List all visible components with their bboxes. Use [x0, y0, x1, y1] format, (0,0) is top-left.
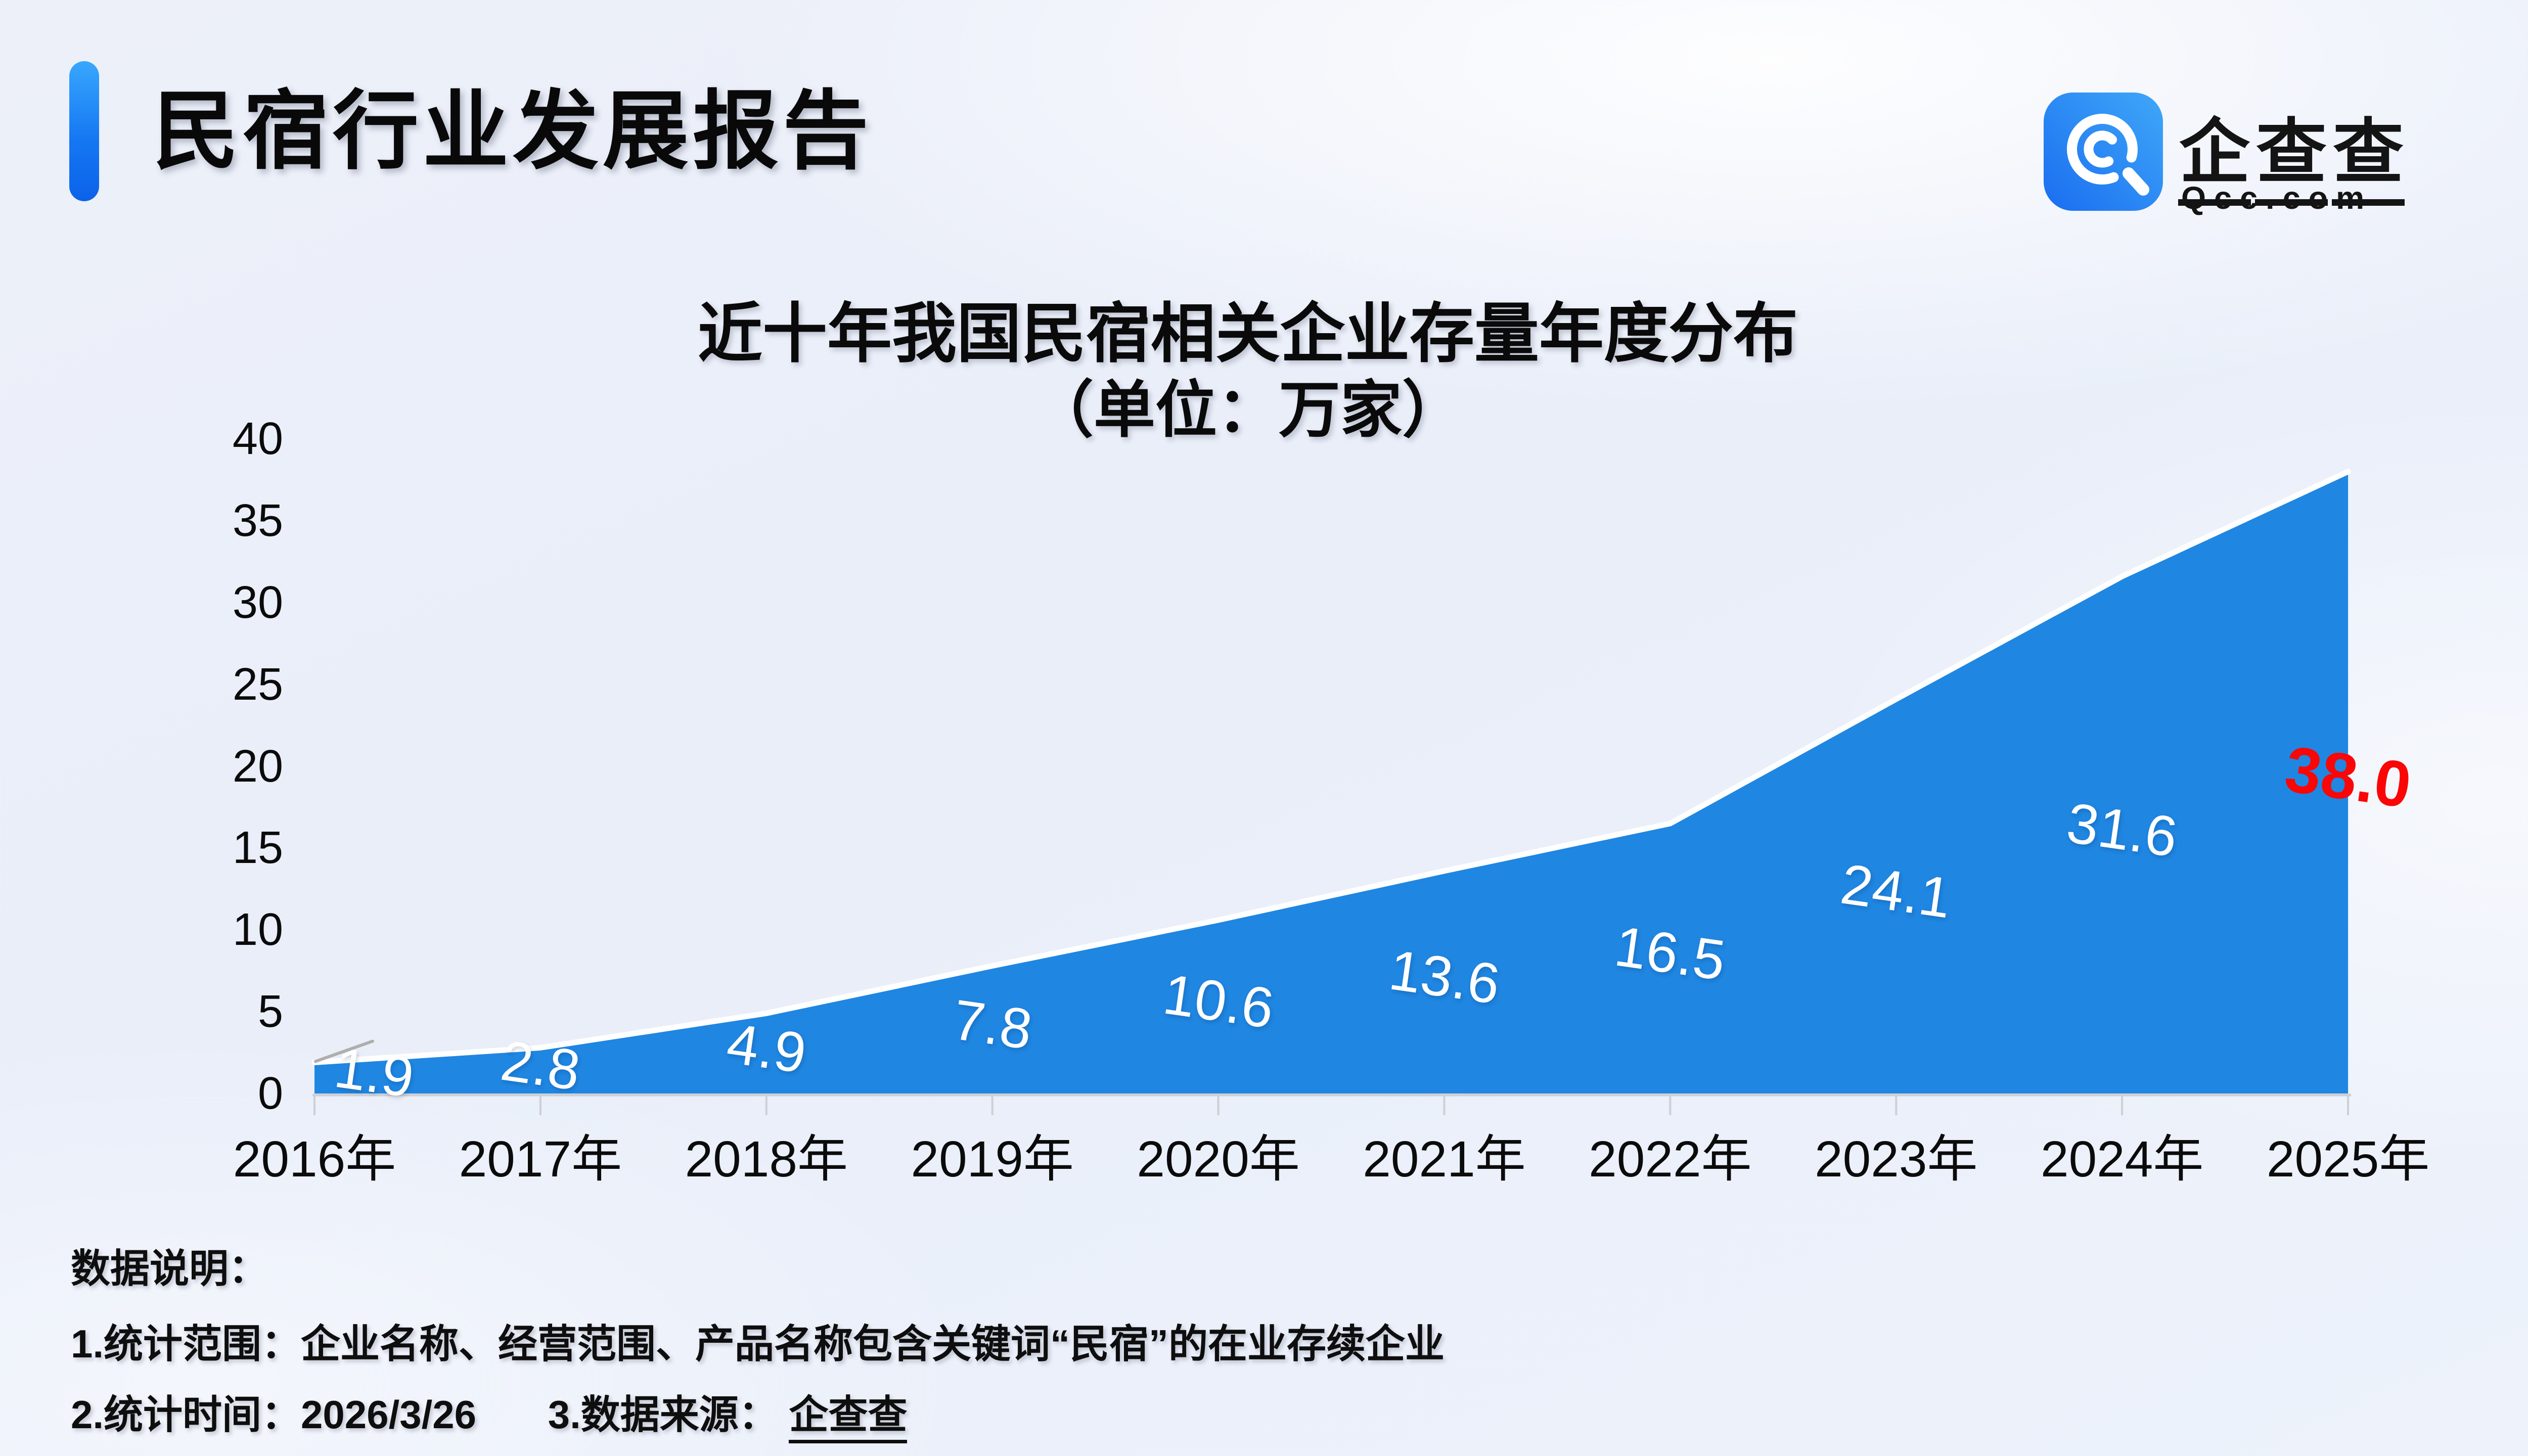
qcc-logo-char: 查 [2332, 95, 2405, 206]
footnote-source-qcc: 企查查 [789, 1392, 908, 1443]
label-leader-line [314, 1039, 374, 1063]
page-title: 民宿行业发展报告 [153, 83, 873, 179]
title-accent-bar [69, 61, 99, 201]
footnote-heading: 数据说明： [71, 1246, 268, 1291]
qcc-logo-char: 企 [2178, 95, 2251, 206]
series-line [311, 469, 2351, 1065]
footnote-source-label: 3.数据来源： [548, 1392, 778, 1437]
qcc-logo-domain: Qcc.com [2181, 180, 2373, 216]
qcc-logo-icon [2044, 93, 2163, 211]
qcc-logo-char: 查 [2255, 95, 2328, 206]
chart-title: 近十年我国民宿相关企业存量年度分布 [697, 298, 1798, 370]
footnote-scope: 1.统计范围：企业名称、经营范围、产品名称包含关键词“民宿”的在业存续企业 [71, 1322, 1445, 1366]
area-series [314, 471, 2349, 1094]
qcc-logo-wordmark: 企查查 [2178, 95, 2405, 206]
chart-subtitle: （单位：万家） [1032, 376, 1464, 444]
footnote-time: 2.统计时间：2026/3/26 [71, 1392, 477, 1437]
footnote-time-source: 2.统计时间：2026/3/26 3.数据来源： 企查查 [71, 1383, 908, 1443]
